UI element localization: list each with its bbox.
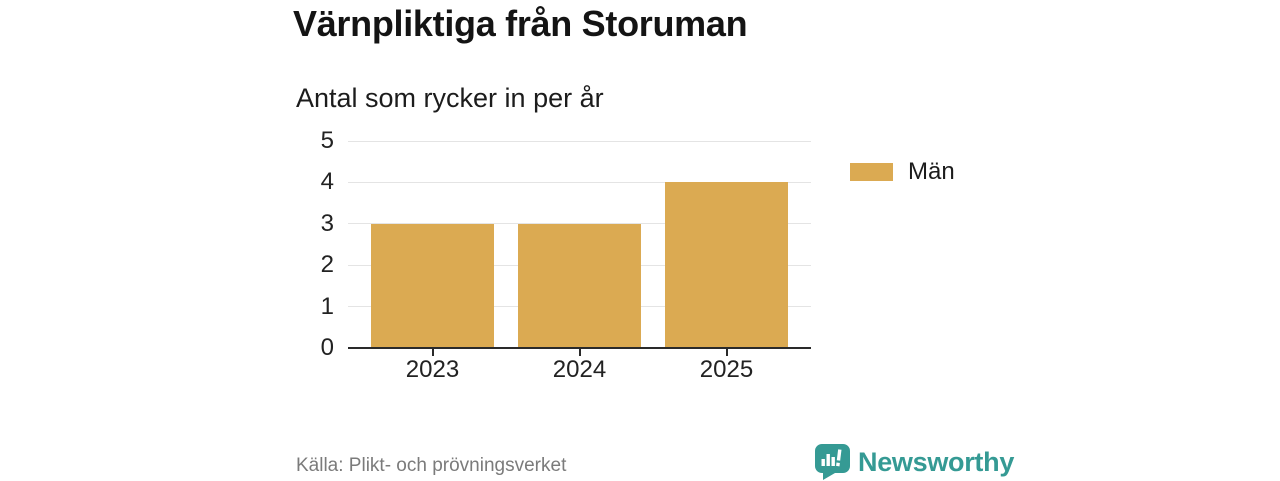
brand-name: Newsworthy	[858, 447, 1015, 477]
y-axis-tick-label-4: 4	[320, 168, 334, 196]
source-note: Källa: Plikt- och prövningsverket	[296, 455, 567, 476]
legend-label-0: Män	[908, 158, 955, 185]
y-axis-tick-label-2: 2	[320, 251, 334, 279]
bar-2023	[371, 223, 494, 348]
bar-2024	[518, 223, 641, 348]
x-axis-line	[348, 347, 811, 349]
chart-subtitle: Antal som rycker in per år	[296, 83, 604, 113]
x-axis-tick-2024	[578, 349, 581, 356]
plot-area: 0 1 2 3 4 5 2023 2024 2025	[321, 127, 811, 383]
gridline-4	[348, 181, 811, 183]
gridline-5	[348, 140, 811, 142]
x-axis-tick-2025	[725, 349, 728, 356]
y-axis-tick-label-5: 5	[320, 127, 334, 154]
x-axis-label-2025: 2025	[699, 356, 754, 383]
y-axis-tick-label-1: 1	[320, 292, 334, 320]
legend-swatch-0	[850, 163, 893, 181]
y-axis-tick-label-0: 0	[320, 334, 334, 361]
x-axis-tick-2023	[431, 349, 434, 356]
x-axis-label-2024: 2024	[552, 356, 607, 383]
chart-title: Värnpliktiga från Storuman	[293, 3, 748, 44]
legend: Män	[850, 160, 955, 184]
newsworthy-logo-icon	[814, 443, 851, 481]
x-axis-label-2023: 2023	[405, 356, 460, 383]
bar-2025	[665, 182, 788, 348]
y-axis-tick-label-3: 3	[320, 209, 334, 237]
brand-lockup: Newsworthy	[814, 443, 1014, 481]
